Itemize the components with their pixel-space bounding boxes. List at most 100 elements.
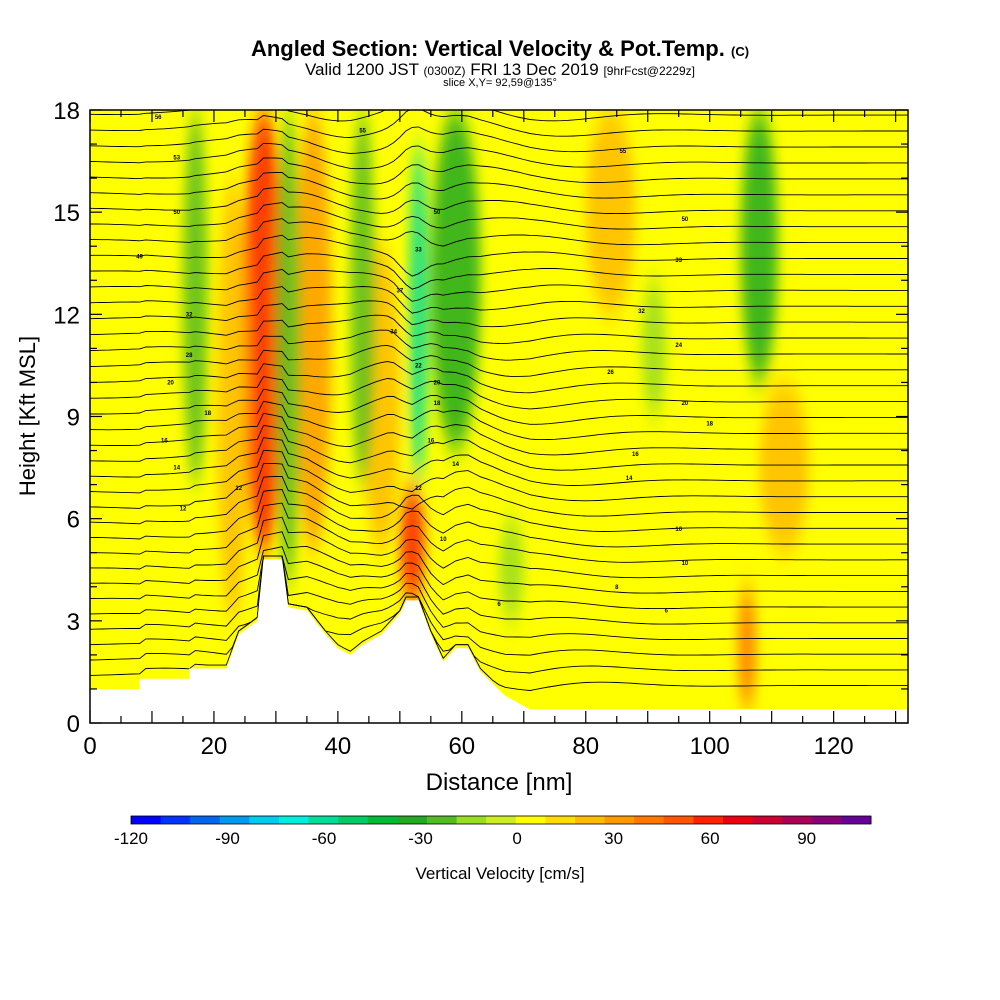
- isentrope-label-11: 32: [186, 312, 193, 318]
- isentrope-label-7: 49: [136, 254, 143, 260]
- colorbar-swatch-1: [160, 816, 191, 824]
- downdraft-region-11: [275, 110, 301, 587]
- isentrope-label-10: 37: [397, 288, 404, 294]
- isentrope-line-6: [90, 531, 908, 594]
- isentrope-line-9: [90, 489, 908, 548]
- colorbar-swatch-21: [752, 816, 783, 824]
- subtitle-forecast: [9hrFcst@2229z]: [603, 64, 696, 78]
- isentrope-label-37: 6: [497, 602, 501, 608]
- colorbar: -120 -90 -60 -30 0 30 60 90: [114, 815, 872, 848]
- updraft-region-7: [759, 382, 809, 553]
- isentrope-line-3: [90, 555, 908, 641]
- colorbar-tick--90: -90: [215, 829, 240, 848]
- colorbar-swatch-9: [397, 816, 428, 824]
- downdraft-region-12: [350, 110, 376, 485]
- colorbar-swatch-18: [663, 816, 694, 824]
- colorbar-frame: [130, 815, 872, 825]
- isentrope-line-11: [90, 463, 908, 517]
- isentrope-line-37: [90, 72, 908, 106]
- colorbar-swatch-15: [575, 816, 606, 824]
- isentrope-label-32: 12: [180, 506, 187, 512]
- isentrope-line-32: [90, 157, 908, 185]
- isentrope-label-22: 18: [204, 411, 211, 417]
- colorbar-swatch-0: [131, 816, 162, 824]
- colorbar-tick--30: -30: [408, 829, 433, 848]
- isentrope-line-30: [90, 186, 908, 215]
- colorbar-swatch-4: [249, 816, 280, 824]
- subtitle-utc: (0300Z): [423, 64, 466, 78]
- colorbar-swatch-24: [841, 816, 872, 824]
- isentrope-line-13: [90, 437, 908, 486]
- downdraft-region-15: [499, 518, 524, 621]
- isentrope-label-31: 12: [415, 486, 422, 492]
- isentrope-label-0: 56: [155, 115, 162, 121]
- downdraft-region-8: [409, 144, 428, 485]
- colorbar-tick-0: 0: [512, 829, 521, 848]
- isentrope-label-35: 10: [682, 561, 689, 567]
- isentrope-line-7: [90, 516, 908, 579]
- isentrope-label-3: 53: [173, 156, 180, 162]
- isentrope-label-2: 55: [620, 149, 627, 155]
- isentrope-line-29: [90, 202, 908, 230]
- colorbar-swatch-7: [338, 816, 369, 824]
- colorbar-swatch-2: [190, 816, 221, 824]
- isentrope-label-1: 55: [359, 128, 366, 134]
- isentrope-label-30: 12: [235, 486, 242, 492]
- isentrope-label-6: 50: [682, 217, 689, 223]
- isentrope-line-35: [90, 110, 908, 138]
- chart-subtitle: Valid 1200 JST (0300Z) FRI 13 Dec 2019 […: [0, 60, 1000, 80]
- downdraft-region-10: [182, 110, 208, 485]
- isentrope-label-15: 24: [675, 343, 682, 349]
- isentrope-label-5: 50: [434, 210, 441, 216]
- downdraft-region-14: [641, 280, 667, 417]
- isentrope-line-33: [90, 142, 908, 170]
- colorbar-swatch-14: [545, 816, 576, 824]
- isentrope-label-25: 16: [427, 438, 434, 444]
- x-tick-label-80: 80: [572, 733, 599, 760]
- downdraft-region-13: [740, 110, 778, 383]
- subtitle-date: FRI 13 Dec 2019: [470, 60, 599, 79]
- isentrope-line-26: [90, 251, 908, 290]
- isentrope-label-13: 34: [390, 329, 397, 335]
- isentrope-line-18: [90, 376, 908, 410]
- isentrope-label-8: 33: [415, 248, 422, 254]
- isentrope-line-27: [90, 234, 908, 277]
- updraft-region-6: [585, 110, 636, 315]
- isentrope-line-25: [90, 268, 908, 302]
- colorbar-swatch-8: [367, 816, 398, 824]
- isentrope-line-24: [90, 286, 908, 314]
- isentrope-label-38: 6: [665, 609, 669, 615]
- isentrope-label-28: 14: [452, 462, 459, 468]
- y-tick-label-9: 9: [67, 405, 80, 432]
- isentrope-line-17: [90, 388, 908, 425]
- isentrope-line-23: [90, 300, 908, 328]
- isentrope-line-1: [90, 555, 908, 674]
- x-tick-label-20: 20: [201, 733, 228, 760]
- x-tick-label-100: 100: [690, 733, 730, 760]
- isentrope-label-18: 20: [434, 380, 441, 386]
- y-tick-label-0: 0: [67, 711, 80, 738]
- updraft-region-0: [241, 110, 286, 553]
- isentrope-line-10: [90, 475, 908, 532]
- colorbar-swatch-5: [279, 816, 310, 824]
- isentrope-label-16: 22: [415, 363, 422, 369]
- colorbar-swatch-6: [308, 816, 339, 824]
- isentrope-line-15: [90, 412, 908, 456]
- isentrope-label-12: 32: [638, 309, 645, 315]
- isentrope-line-12: [90, 449, 908, 502]
- y-tick-label-18: 18: [53, 98, 80, 125]
- updraft-region-4: [217, 178, 249, 621]
- isentrope-label-26: 16: [632, 452, 639, 458]
- isentrope-line-21: [90, 329, 908, 361]
- isentrope-line-31: [90, 172, 908, 200]
- isentrope-line-19: [90, 361, 908, 394]
- colorbar-swatch-3: [219, 816, 250, 824]
- x-tick-label-60: 60: [448, 733, 475, 760]
- updraft-region-1: [399, 484, 425, 604]
- isentrope-line-14: [90, 424, 908, 471]
- colorbar-swatch-16: [604, 816, 635, 824]
- y-tick-label-15: 15: [53, 200, 80, 227]
- isentrope-label-27: 14: [173, 466, 180, 472]
- isentrope-label-17: 20: [167, 380, 174, 386]
